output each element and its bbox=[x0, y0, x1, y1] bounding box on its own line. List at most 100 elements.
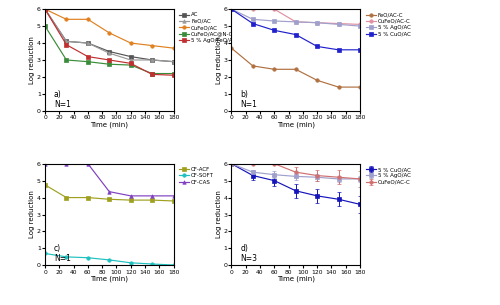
5 % AgO/FeO/AC bbox=[106, 58, 112, 62]
Text: N=1: N=1 bbox=[54, 100, 71, 109]
CuFeO/AC bbox=[170, 46, 176, 50]
CF-CAS bbox=[42, 162, 48, 166]
CF-ACF bbox=[64, 196, 70, 199]
Y-axis label: Log reduction: Log reduction bbox=[216, 191, 222, 239]
AC bbox=[106, 50, 112, 53]
Line: 5 % AgO/AC: 5 % AgO/AC bbox=[230, 7, 362, 28]
AC bbox=[128, 55, 134, 59]
5 % CuO/AC bbox=[314, 45, 320, 48]
CF-CAS bbox=[128, 194, 134, 198]
5 % AgO/FeO/AC bbox=[42, 7, 48, 11]
Line: CuFeO/AC: CuFeO/AC bbox=[44, 7, 176, 50]
5 % AgO/AC bbox=[292, 20, 298, 24]
CuFeO/AC-C bbox=[314, 21, 320, 24]
Line: 5 % CuO/AC: 5 % CuO/AC bbox=[230, 7, 362, 52]
Line: CuFeO/AC-C: CuFeO/AC-C bbox=[230, 7, 362, 26]
FeO/AC-C bbox=[314, 78, 320, 82]
CF-SOFT bbox=[170, 263, 176, 267]
CF-CAS bbox=[85, 162, 91, 166]
CF-CAS bbox=[106, 190, 112, 193]
5 % AgO/FeO/AC bbox=[85, 55, 91, 59]
Line: CF-SOFT: CF-SOFT bbox=[44, 252, 176, 267]
Line: AC: AC bbox=[44, 7, 176, 63]
FeO/AC bbox=[149, 58, 155, 62]
FeO/AC-C bbox=[250, 64, 256, 68]
CF-SOFT bbox=[85, 256, 91, 260]
CuFeO/AC bbox=[128, 41, 134, 45]
5 % AgO/FeO/AC bbox=[170, 74, 176, 77]
5 % CuO/AC bbox=[357, 48, 363, 52]
Legend: AC, FeO/AC, CuFeO/AC, CuFeO/AC@N-C, 5 % AgO/FeO/AC: AC, FeO/AC, CuFeO/AC, CuFeO/AC@N-C, 5 % … bbox=[179, 12, 237, 44]
CuFeO/AC-C bbox=[336, 22, 342, 25]
CuFeO/AC bbox=[42, 7, 48, 11]
CF-ACF bbox=[149, 198, 155, 202]
CuFeO/AC-C bbox=[292, 20, 298, 24]
FeO/AC bbox=[106, 51, 112, 55]
Line: FeO/AC: FeO/AC bbox=[44, 7, 176, 63]
Legend: FeO/AC-C, CuFeO/AC-C, 5 % AgO/AC, 5 % CuO/AC: FeO/AC-C, CuFeO/AC-C, 5 % AgO/AC, 5 % Cu… bbox=[366, 12, 411, 37]
5 % AgO/FeO/AC bbox=[128, 62, 134, 65]
CuFeO/AC bbox=[149, 44, 155, 47]
CF-SOFT bbox=[106, 258, 112, 262]
Line: CuFeO/AC@N-C: CuFeO/AC@N-C bbox=[44, 24, 176, 75]
CuFeO/AC bbox=[85, 17, 91, 21]
CuFeO/AC bbox=[64, 17, 70, 21]
5 % AgO/AC bbox=[272, 19, 278, 23]
CuFeO/AC-C bbox=[357, 23, 363, 26]
5 % AgO/AC bbox=[228, 7, 234, 11]
5 % AgO/AC bbox=[314, 21, 320, 24]
5 % CuO/AC bbox=[228, 7, 234, 11]
5 % AgO/AC bbox=[336, 23, 342, 26]
5 % CuO/AC bbox=[292, 33, 298, 36]
FeO/AC-C bbox=[336, 85, 342, 89]
Text: a): a) bbox=[54, 90, 62, 99]
CuFeO/AC@N-C bbox=[106, 63, 112, 66]
Legend: 5 % CuO/AC, 5 % AgO/AC, CuFeO/AC-C: 5 % CuO/AC, 5 % AgO/AC, CuFeO/AC-C bbox=[366, 167, 411, 185]
5 % AgO/FeO/AC bbox=[64, 43, 70, 47]
X-axis label: Time (min): Time (min) bbox=[90, 276, 128, 282]
CuFeO/AC-C bbox=[228, 7, 234, 11]
CuFeO/AC-C bbox=[250, 7, 256, 11]
CF-CAS bbox=[170, 194, 176, 198]
CuFeO/AC@N-C bbox=[85, 60, 91, 63]
FeO/AC bbox=[128, 58, 134, 62]
Y-axis label: Log reduction: Log reduction bbox=[216, 36, 222, 84]
FeO/AC-C bbox=[292, 67, 298, 71]
Text: b): b) bbox=[240, 90, 248, 99]
CuFeO/AC@N-C bbox=[64, 58, 70, 62]
CF-SOFT bbox=[149, 262, 155, 266]
FeO/AC-C bbox=[272, 67, 278, 71]
Line: CF-CAS: CF-CAS bbox=[44, 162, 176, 198]
X-axis label: Time (min): Time (min) bbox=[276, 121, 314, 128]
CuFeO/AC@N-C bbox=[42, 24, 48, 28]
5 % CuO/AC bbox=[250, 22, 256, 25]
5 % AgO/AC bbox=[250, 17, 256, 21]
5 % CuO/AC bbox=[272, 28, 278, 32]
Line: FeO/AC-C: FeO/AC-C bbox=[230, 46, 362, 89]
FeO/AC-C bbox=[357, 85, 363, 89]
Line: 5 % AgO/FeO/AC: 5 % AgO/FeO/AC bbox=[44, 7, 176, 77]
FeO/AC bbox=[170, 60, 176, 63]
FeO/AC bbox=[85, 41, 91, 45]
5 % CuO/AC bbox=[336, 48, 342, 52]
Line: CF-ACF: CF-ACF bbox=[44, 183, 176, 203]
CF-SOFT bbox=[128, 261, 134, 265]
Text: d): d) bbox=[240, 244, 248, 253]
Y-axis label: Log reduction: Log reduction bbox=[30, 36, 36, 84]
AC bbox=[64, 40, 70, 43]
Text: N=3: N=3 bbox=[240, 254, 258, 263]
CuFeO/AC@N-C bbox=[128, 63, 134, 67]
CF-ACF bbox=[106, 197, 112, 201]
AC bbox=[42, 7, 48, 11]
CF-CAS bbox=[64, 162, 70, 166]
5 % AgO/FeO/AC bbox=[149, 73, 155, 76]
CuFeO/AC-C bbox=[272, 7, 278, 11]
FeO/AC bbox=[64, 40, 70, 43]
FeO/AC bbox=[42, 7, 48, 11]
5 % AgO/AC bbox=[357, 24, 363, 28]
Y-axis label: Log reduction: Log reduction bbox=[30, 191, 36, 239]
Text: c): c) bbox=[54, 244, 61, 253]
CF-SOFT bbox=[64, 255, 70, 259]
Text: N=1: N=1 bbox=[240, 100, 258, 109]
CF-ACF bbox=[128, 198, 134, 202]
